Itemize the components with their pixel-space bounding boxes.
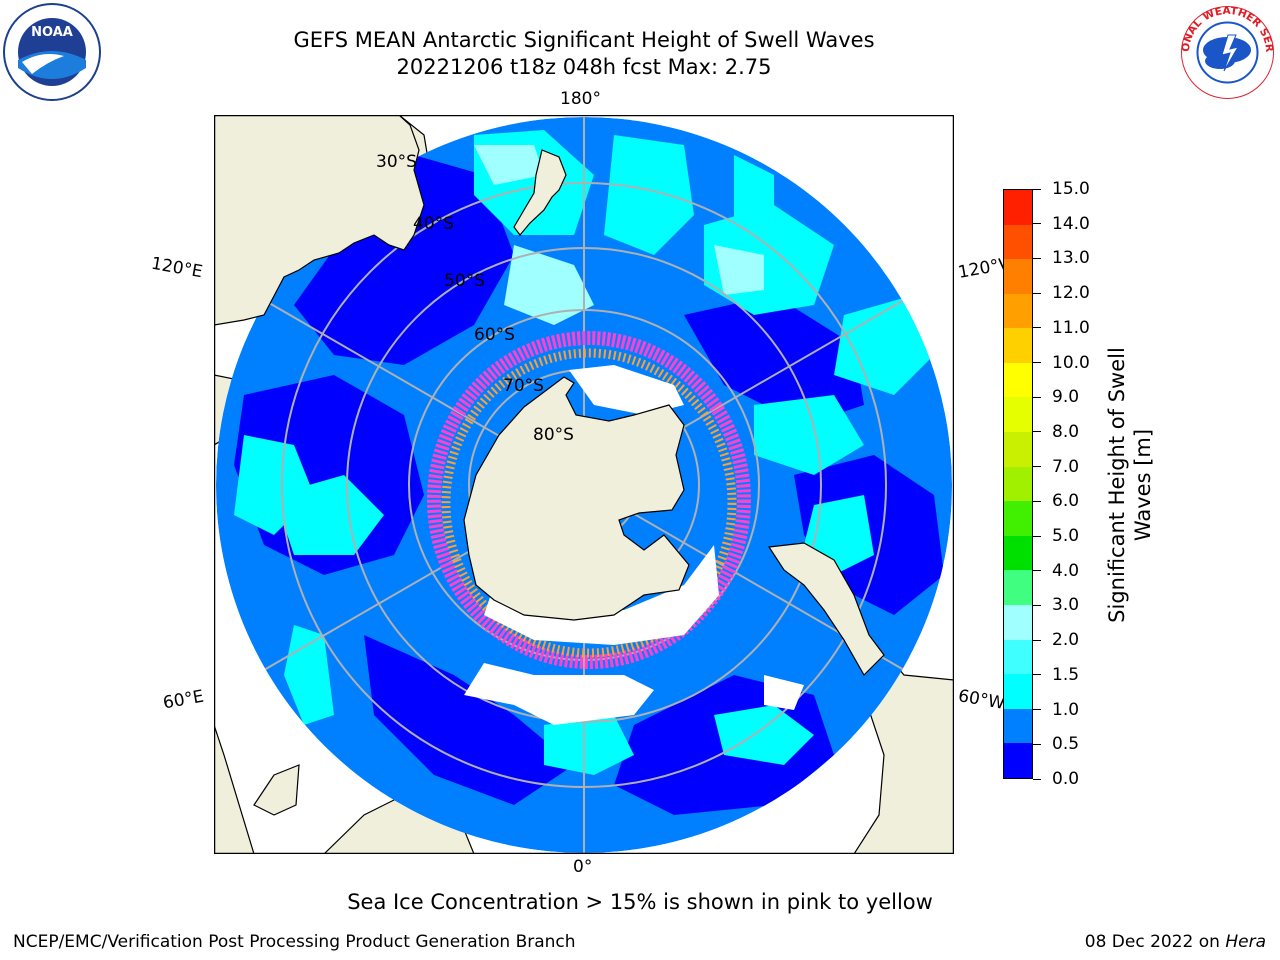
colorbar-tick-mark <box>1033 223 1041 225</box>
colorbar-segment <box>1004 708 1032 744</box>
colorbar-label: Significant Height of Swell Waves [m] <box>1105 347 1155 623</box>
lat-label-30s: 30°S <box>376 152 417 172</box>
colorbar-tick-mark <box>1033 674 1041 676</box>
colorbar-tick-mark <box>1033 431 1041 433</box>
lon-label-180: 180° <box>560 89 601 109</box>
colorbar-tick-label: 5.0 <box>1052 526 1080 547</box>
continents <box>214 115 885 676</box>
colorbar-tick-mark <box>1033 257 1041 259</box>
colorbar-segment <box>1004 535 1032 571</box>
colorbar-segment <box>1004 328 1032 363</box>
lon-label-0: 0° <box>573 857 593 877</box>
colorbar-tick-label: 0.5 <box>1052 734 1080 755</box>
colorbar-segment <box>1004 466 1032 502</box>
lat-label-40s: 40°S <box>413 214 454 234</box>
lon-label-60e: 60°E <box>161 686 206 714</box>
nws-logo: NATIONAL WEATHER SERVICE <box>1176 0 1275 100</box>
lat-label-80s: 80°S <box>533 425 574 445</box>
noaa-logo-text: NOAA <box>31 25 73 40</box>
swell-2.0-3.0-layer <box>474 145 764 325</box>
colorbar-tick-mark <box>1033 639 1041 641</box>
colorbar-tick-label: 2.0 <box>1052 630 1080 651</box>
colorbar-segment <box>1004 639 1032 675</box>
colorbar-tick-label: 8.0 <box>1052 421 1080 442</box>
colorbar-tick-label: 1.5 <box>1052 664 1080 685</box>
colorbar-tick-mark <box>1033 743 1041 745</box>
colorbar-tick-mark <box>1033 292 1041 294</box>
colorbar-tick-label: 12.0 <box>1052 283 1090 304</box>
colorbar-segment <box>1004 224 1032 260</box>
colorbar-tick-label: 7.0 <box>1052 456 1080 477</box>
colorbar-tick-label: 15.0 <box>1052 179 1090 199</box>
lat-label-70s: 70°S <box>503 376 544 396</box>
colorbar-tick-label: 11.0 <box>1052 317 1090 338</box>
footer-host: Hera <box>1225 932 1266 952</box>
sea-ice-note: Sea Ice Concentration > 15% is shown in … <box>347 890 933 914</box>
colorbar-tick-label: 9.0 <box>1052 387 1080 408</box>
colorbar-tick-mark <box>1033 570 1041 572</box>
colorbar-tick-mark <box>1033 500 1041 502</box>
lon-label-60w: 60°W <box>956 686 1007 714</box>
footer-branch: NCEP/EMC/Verification Post Processing Pr… <box>13 932 576 952</box>
polar-map <box>214 115 954 854</box>
colorbar-tick-mark <box>1033 778 1041 780</box>
colorbar-tick-label: 10.0 <box>1052 352 1090 373</box>
colorbar-segment <box>1004 674 1032 709</box>
colorbar-tick-mark <box>1033 327 1041 329</box>
colorbar-segment <box>1004 570 1032 605</box>
noaa-logo: NOAA <box>2 2 102 102</box>
colorbar-segment <box>1004 743 1032 778</box>
colorbar-tick-label: 3.0 <box>1052 595 1080 616</box>
sea-ice-ring <box>427 331 804 725</box>
colorbar-segment <box>1004 362 1032 398</box>
colorbar-tick-label: 6.0 <box>1052 491 1080 512</box>
colorbar-segment <box>1004 190 1032 225</box>
footer-date-text: 08 Dec 2022 on <box>1084 932 1226 952</box>
colorbar-tick-mark <box>1033 362 1041 364</box>
colorbar-tick-label: 1.0 <box>1052 699 1080 720</box>
colorbar-tick-mark <box>1033 466 1041 468</box>
colorbar-tick-label: 14.0 <box>1052 213 1090 234</box>
colorbar-segment <box>1004 293 1032 329</box>
colorbar <box>1003 189 1033 779</box>
colorbar-segment <box>1004 432 1032 467</box>
colorbar-tick-mark <box>1033 396 1041 398</box>
colorbar-segment <box>1004 259 1032 294</box>
chart-subtitle: 20221206 t18z 048h fcst Max: 2.75 <box>396 55 772 79</box>
colorbar-tick-label: 0.0 <box>1052 769 1080 789</box>
lon-label-120e: 120°E <box>149 253 205 283</box>
antarctica <box>463 376 690 621</box>
colorbar-tick-label: 4.0 <box>1052 560 1080 581</box>
footer-date: 08 Dec 2022 on Hera <box>1085 932 1266 952</box>
colorbar-segment <box>1004 501 1032 536</box>
colorbar-segment <box>1004 604 1032 640</box>
colorbar-tick-mark <box>1033 604 1041 606</box>
lat-label-50s: 50°S <box>444 271 485 291</box>
colorbar-tick-mark <box>1033 709 1041 711</box>
colorbar-segment <box>1004 397 1032 433</box>
colorbar-tick-mark <box>1033 535 1041 537</box>
colorbar-tick-label: 13.0 <box>1052 248 1090 269</box>
lat-label-60s: 60°S <box>474 325 515 345</box>
chart-title: GEFS MEAN Antarctic Significant Height o… <box>293 28 875 52</box>
colorbar-tick-mark <box>1033 188 1041 190</box>
